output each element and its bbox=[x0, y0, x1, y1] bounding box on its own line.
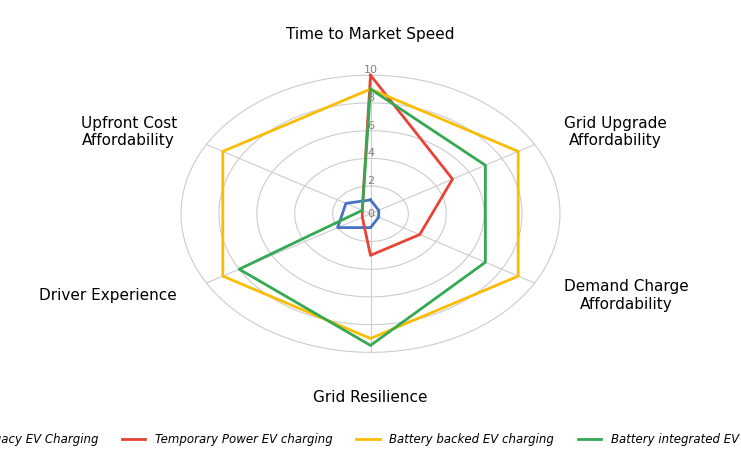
Text: Upfront Cost
Affordability: Upfront Cost Affordability bbox=[81, 116, 177, 148]
Text: 8: 8 bbox=[367, 93, 374, 103]
Text: Driver Experience: Driver Experience bbox=[39, 288, 177, 303]
Text: Grid Resilience: Grid Resilience bbox=[313, 390, 428, 405]
Legend: Legacy EV Charging, Temporary Power EV charging, Battery backed EV charging, Bat: Legacy EV Charging, Temporary Power EV c… bbox=[0, 428, 741, 450]
Text: 6: 6 bbox=[367, 121, 374, 130]
Text: 2: 2 bbox=[367, 176, 374, 186]
Text: Grid Upgrade
Affordability: Grid Upgrade Affordability bbox=[564, 116, 667, 148]
Text: Demand Charge
Affordability: Demand Charge Affordability bbox=[564, 279, 689, 312]
Text: 0: 0 bbox=[367, 209, 374, 219]
Text: 4: 4 bbox=[367, 148, 374, 158]
Text: 10: 10 bbox=[364, 65, 377, 75]
Text: Time to Market Speed: Time to Market Speed bbox=[286, 27, 455, 42]
